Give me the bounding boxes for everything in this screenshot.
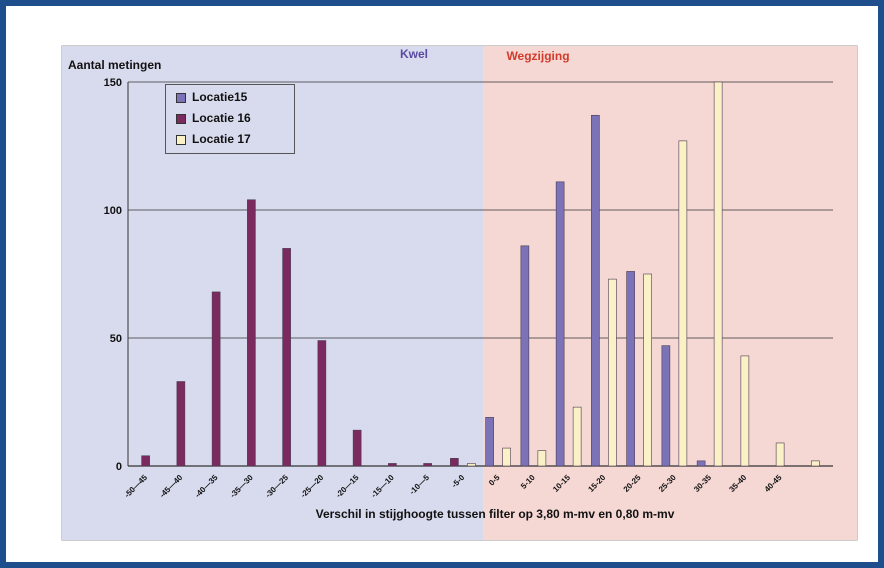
y-tick-label: 100 xyxy=(104,205,122,217)
bar xyxy=(591,114,600,467)
legend-item-locatie17: Locatie 17 xyxy=(176,132,251,146)
bar xyxy=(713,81,723,467)
bar xyxy=(678,140,688,467)
bar xyxy=(555,181,565,467)
bar xyxy=(696,460,706,467)
region-kwel-label: Kwel xyxy=(400,47,428,61)
bar xyxy=(661,345,671,467)
bar xyxy=(247,199,256,467)
y-tick-label: 50 xyxy=(110,333,122,345)
y-tick-label: 150 xyxy=(104,77,122,89)
bar xyxy=(572,406,582,467)
y-tick-label: 0 xyxy=(116,461,122,473)
legend-item-locatie16: Locatie 16 xyxy=(176,111,251,125)
bar xyxy=(388,463,397,467)
bar xyxy=(211,291,221,467)
legend-label: Locatie 16 xyxy=(192,111,251,125)
legend-label: Locatie15 xyxy=(192,90,248,104)
x-axis-title: Verschil in stijghoogte tussen filter op… xyxy=(316,507,675,521)
bar xyxy=(626,271,635,467)
legend: Locatie15 Locatie 16 Locatie 17 xyxy=(165,84,295,154)
y-axis-title: Aantal metingen xyxy=(68,58,161,72)
bar xyxy=(352,429,362,467)
legend-swatch xyxy=(176,113,186,124)
bar xyxy=(176,381,186,467)
region-wegzijging-label: Wegzijging xyxy=(506,49,569,63)
legend-swatch xyxy=(176,134,186,145)
bar xyxy=(450,458,459,467)
bar xyxy=(141,455,150,467)
bar xyxy=(537,450,547,467)
bar xyxy=(775,442,785,467)
bar xyxy=(423,463,432,467)
bar xyxy=(502,447,511,467)
legend-label: Locatie 17 xyxy=(192,132,251,146)
legend-item-locatie15: Locatie15 xyxy=(176,90,247,104)
bar xyxy=(811,460,820,467)
bar xyxy=(740,355,750,467)
bar xyxy=(317,340,327,467)
bar xyxy=(282,248,291,467)
bar xyxy=(467,463,476,467)
bar xyxy=(643,273,652,467)
legend-swatch xyxy=(176,92,186,103)
bar xyxy=(485,417,494,467)
bar xyxy=(520,245,530,467)
bar xyxy=(608,278,617,467)
region-kwel xyxy=(62,46,483,540)
